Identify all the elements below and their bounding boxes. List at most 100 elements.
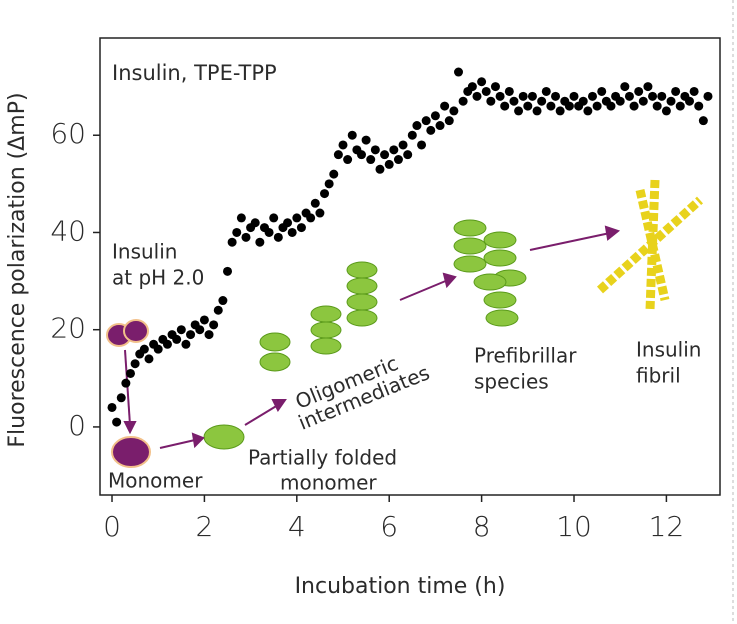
data-point (661, 106, 671, 116)
x-axis-label: Incubation time (h) (295, 574, 506, 599)
data-point (564, 101, 574, 111)
prefibril-shape (473, 273, 507, 291)
annotation: Partially folded (248, 446, 397, 470)
data-point (444, 116, 454, 126)
insulin-molecule (123, 319, 149, 343)
data-point (393, 155, 403, 165)
data-point (255, 237, 265, 247)
data-point (537, 96, 547, 106)
data-point (269, 213, 279, 223)
data-point (213, 305, 223, 315)
data-point (421, 116, 431, 126)
data-point (624, 91, 634, 101)
data-point (440, 101, 450, 111)
data-point (209, 320, 219, 330)
x-tick-label: 12 (649, 510, 685, 543)
data-point (176, 325, 186, 335)
data-point (472, 91, 482, 101)
y-tick-label: 40 (50, 214, 86, 247)
oligomer-shape (310, 337, 342, 355)
data-point (153, 344, 163, 354)
data-point (380, 150, 390, 160)
data-point (356, 150, 366, 160)
oligomer-shape (346, 261, 378, 279)
data-point (320, 189, 330, 199)
y-tick-label: 60 (50, 117, 86, 150)
monomer-shape (111, 436, 151, 468)
oligomer-shape (259, 352, 291, 372)
data-point (592, 101, 602, 111)
data-point (121, 378, 131, 388)
fibril-strand (635, 189, 670, 301)
data-point (523, 101, 533, 111)
data-point (375, 164, 385, 174)
arrow (399, 279, 449, 301)
data-point (615, 96, 625, 106)
data-point (329, 169, 339, 179)
data-point (606, 101, 616, 111)
data-point (490, 82, 500, 92)
x-tick-label: 4 (288, 510, 306, 543)
data-point (620, 82, 630, 92)
annotation: Monomer (108, 469, 203, 493)
chart-title: Insulin, TPE-TPP (112, 61, 277, 85)
data-point (412, 121, 422, 131)
data-point (648, 91, 658, 101)
data-point (500, 101, 510, 111)
data-point (315, 208, 325, 218)
data-point (232, 227, 242, 237)
annotation: Prefibrillar (474, 344, 577, 368)
data-point (162, 339, 172, 349)
data-point (578, 96, 588, 106)
data-point (527, 91, 537, 101)
data-point (343, 155, 353, 165)
data-point (361, 135, 371, 145)
data-point (634, 86, 644, 96)
data-point (292, 213, 302, 223)
arrow (244, 404, 279, 426)
data-point (481, 86, 491, 96)
data-point (417, 140, 427, 150)
y-axis-label: Fluorescence polarization (ΔmP) (5, 92, 30, 447)
data-point (467, 82, 477, 92)
data-point (638, 96, 648, 106)
arrow (124, 349, 131, 426)
data-point (541, 86, 551, 96)
data-point (287, 227, 297, 237)
data-point (532, 106, 542, 116)
data-point (587, 91, 597, 101)
illustrations (106, 179, 704, 468)
data-point (130, 359, 140, 369)
oligomer-shape (310, 321, 342, 339)
annotation: species (474, 370, 549, 394)
data-point (112, 417, 122, 427)
data-point (514, 106, 524, 116)
data-point (223, 266, 233, 276)
data-point (172, 334, 182, 344)
data-point (370, 145, 380, 155)
data-point (347, 130, 357, 140)
data-point (338, 140, 348, 150)
data-point (306, 213, 316, 223)
oligomer-shape (259, 332, 291, 352)
annotation: monomer (280, 471, 377, 495)
data-point (509, 96, 519, 106)
oligomer-shape (346, 293, 378, 311)
annotation: fibril (636, 364, 681, 388)
data-point (116, 393, 126, 403)
prefibril-shape (483, 249, 517, 267)
data-point (458, 96, 468, 106)
data-point (407, 130, 417, 140)
data-point (477, 77, 487, 87)
data-point (241, 232, 251, 242)
data-point (227, 237, 237, 247)
x-tick-label: 6 (380, 510, 398, 543)
folded-monomer-shape (203, 424, 245, 450)
oligomer-shape (310, 305, 342, 323)
data-point (551, 91, 561, 101)
data-point (597, 86, 607, 96)
x-tick-label: 2 (195, 510, 213, 543)
data-point (689, 86, 699, 96)
prefibril-shape (453, 255, 487, 273)
